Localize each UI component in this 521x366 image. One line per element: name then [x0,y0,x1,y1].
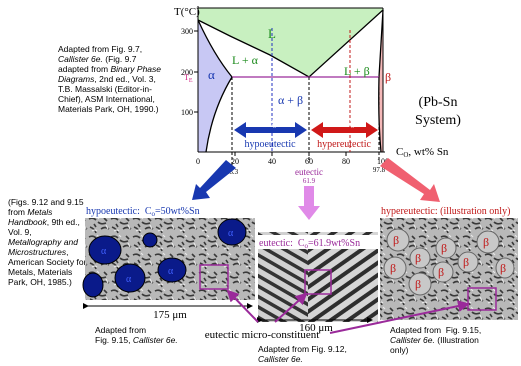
beta-label: β [390,261,396,275]
arrow-to-hyper [380,158,440,202]
eutectic-label: eutectic [295,167,323,177]
arrow-to-hypo [192,160,236,200]
x-tick-label: 20 [231,157,239,166]
beta-label: β [441,241,447,255]
beta-label: β [393,233,399,247]
phase-diagram: T(°C) 300 200 100 0 20 40 60 80 100 CO, … [174,6,461,185]
region-label: α + β [278,93,303,107]
micrograph-title: eutectic: Co=61.9wt%Sn [259,238,360,250]
system-label: (Pb-Sn [419,95,458,110]
alpha-label: α [126,274,132,285]
x-tick-label: 0 [196,157,200,166]
region-label: β [385,70,391,84]
composition-label: 18.3 [226,168,239,176]
y-tick-label: 300 [181,27,193,36]
micrograph-caption: Adapted from Fig. 9.12, Callister 6e. [258,344,347,364]
y-axis-label: T(°C) [174,6,200,18]
y-tick-label: 100 [181,108,193,117]
micrograph-caption: Adapted from Fig. 9.15, Callister 6e. (Il… [390,325,481,355]
beta-label: β [463,255,469,269]
co-label: Co [267,118,276,130]
x-axis-label: CO, wt% Sn [396,146,449,159]
y-tick-label: 200 [181,68,193,77]
region-label: L + α [232,53,259,67]
region-label: L [268,26,276,41]
scale-label: 160 μm [299,322,333,334]
liquidus [197,9,384,78]
alpha-label: α [228,228,234,239]
eutectic-temp: TE [184,73,193,84]
composition-label: 61.9 [303,177,316,185]
x-tick-label: 60 [305,157,313,166]
micrograph-eutectic: eutectic: Co=61.9wt%Sn 160 μm [257,232,378,334]
micrograph-hypo: α α α α hypoeutectic: Co=50wt%Sn 175 μm [82,202,255,321]
micrograph-title: hypereutectic: (illustration only) [381,206,510,217]
microconstituent-label: eutectic micro-constituent [205,329,320,341]
micrograph-title: hypoeutectic: Co=50wt%Sn [86,206,200,218]
liquid-region [198,8,383,77]
arrow-to-eutectic [298,186,320,220]
x-tick-label: 100 [377,157,389,166]
region-label: α [208,67,215,82]
hypereutectic-label: hypereutectic [317,139,371,150]
x-tick-label: 80 [342,157,350,166]
alpha-label: α [101,246,107,257]
beta-label: β [438,265,444,279]
source-note: Adapted from Fig. 9.7, Callister 6e. (Fig… [58,44,161,114]
pointers [226,289,470,334]
co-label: Co [345,118,354,130]
beta-region [378,10,383,152]
micrograph-caption: Adapted from Fig. 9.15, Callister 6e. [95,325,178,345]
hyper-arrow [311,122,378,138]
hypoeutectic-label: hypoeutectic [244,139,296,150]
beta-label: β [415,251,421,265]
beta-label: β [415,277,421,291]
alpha-region [198,20,232,152]
figure-note: (Figs. 9.12 and 9.15 from Metals Handbook,… [8,197,87,287]
scale-label: 175 μm [153,309,187,321]
system-label: System) [415,113,461,128]
hypo-arrow [234,122,307,138]
beta-label: β [500,261,506,275]
alpha-label: α [168,266,174,277]
beta-label: β [483,235,489,249]
x-tick-label: 40 [268,157,276,166]
micrograph-hyper: β β β β β β β β β hypereutectic: (illust… [380,202,518,320]
composition-label: 97.8 [373,166,386,174]
region-label: L + β [344,64,370,78]
